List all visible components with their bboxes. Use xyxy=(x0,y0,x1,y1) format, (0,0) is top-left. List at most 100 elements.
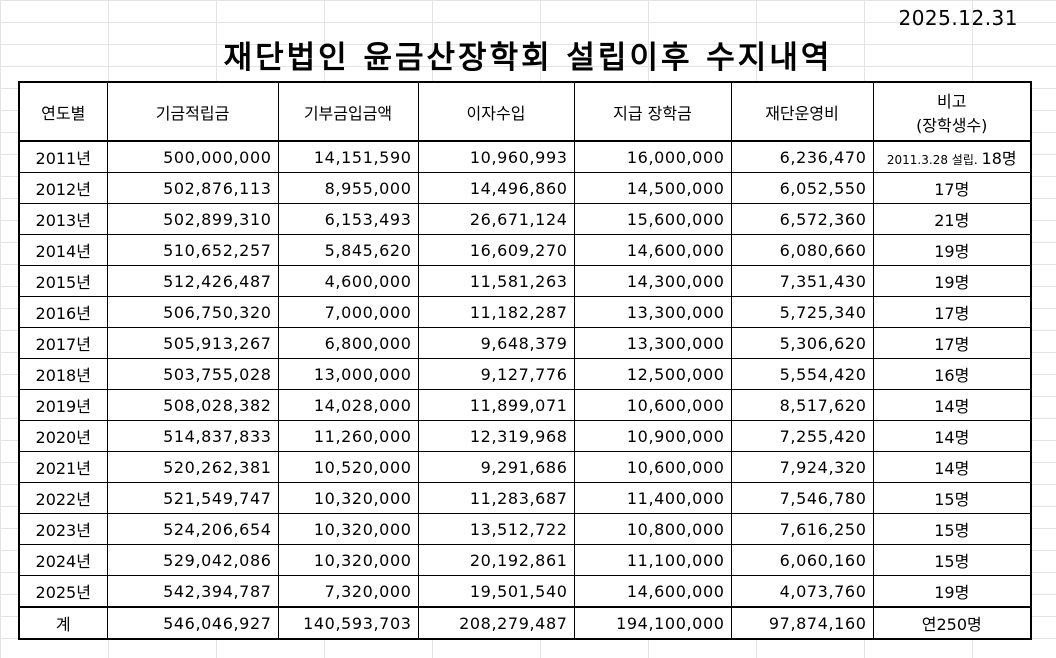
cell-note[interactable]: 14명 xyxy=(872,451,1032,483)
cell-year[interactable]: 2023년 xyxy=(18,513,108,545)
cell-scholarship[interactable]: 13,300,000 xyxy=(573,327,732,359)
cell-fund[interactable]: 520,262,381 xyxy=(106,451,279,483)
cell-donation[interactable]: 10,320,000 xyxy=(277,482,419,514)
cell-scholarship[interactable]: 10,800,000 xyxy=(573,513,732,545)
cell-fund[interactable]: 500,000,000 xyxy=(106,140,279,173)
cell-interest[interactable]: 9,291,686 xyxy=(417,451,575,483)
cell-note[interactable]: 15명 xyxy=(872,544,1032,576)
header-year[interactable]: 연도별 xyxy=(18,81,108,142)
cell-donation[interactable]: 10,320,000 xyxy=(277,544,419,576)
cell-interest[interactable]: 12,319,968 xyxy=(417,420,575,452)
cell-operating[interactable]: 6,052,550 xyxy=(730,172,874,204)
cell-donation[interactable]: 4,600,000 xyxy=(277,265,419,297)
total-interest[interactable]: 208,279,487 xyxy=(417,606,575,640)
header-fund[interactable]: 기금적립금 xyxy=(106,81,279,142)
cell-operating[interactable]: 6,080,660 xyxy=(730,234,874,266)
cell-fund[interactable]: 529,042,086 xyxy=(106,544,279,576)
cell-scholarship[interactable]: 11,400,000 xyxy=(573,482,732,514)
total-label[interactable]: 계 xyxy=(18,606,108,640)
cell-scholarship[interactable]: 14,600,000 xyxy=(573,234,732,266)
cell-note[interactable]: 15명 xyxy=(872,482,1032,514)
cell-operating[interactable]: 5,554,420 xyxy=(730,358,874,390)
cell-operating[interactable]: 8,517,620 xyxy=(730,389,874,421)
cell-donation[interactable]: 7,000,000 xyxy=(277,296,419,328)
cell-operating[interactable]: 5,725,340 xyxy=(730,296,874,328)
cell-fund[interactable]: 506,750,320 xyxy=(106,296,279,328)
cell-scholarship[interactable]: 10,900,000 xyxy=(573,420,732,452)
cell-scholarship[interactable]: 14,300,000 xyxy=(573,265,732,297)
cell-fund[interactable]: 512,426,487 xyxy=(106,265,279,297)
cell-fund[interactable]: 508,028,382 xyxy=(106,389,279,421)
cell-operating[interactable]: 7,546,780 xyxy=(730,482,874,514)
cell-interest[interactable]: 26,671,124 xyxy=(417,203,575,235)
cell-interest[interactable]: 9,127,776 xyxy=(417,358,575,390)
cell-interest[interactable]: 10,960,993 xyxy=(417,140,575,173)
cell-operating[interactable]: 4,073,760 xyxy=(730,575,874,608)
cell-operating[interactable]: 6,236,470 xyxy=(730,140,874,173)
cell-note[interactable]: 17명 xyxy=(872,172,1032,204)
cell-year[interactable]: 2018년 xyxy=(18,358,108,390)
cell-interest[interactable]: 19,501,540 xyxy=(417,575,575,608)
cell-scholarship[interactable]: 16,000,000 xyxy=(573,140,732,173)
cell-note[interactable]: 19명 xyxy=(872,234,1032,266)
cell-operating[interactable]: 7,616,250 xyxy=(730,513,874,545)
cell-year[interactable]: 2022년 xyxy=(18,482,108,514)
cell-year[interactable]: 2014년 xyxy=(18,234,108,266)
total-note[interactable]: 연250명 xyxy=(872,606,1032,640)
cell-note[interactable]: 14명 xyxy=(872,420,1032,452)
cell-interest[interactable]: 14,496,860 xyxy=(417,172,575,204)
cell-scholarship[interactable]: 14,600,000 xyxy=(573,575,732,608)
header-operating[interactable]: 재단운영비 xyxy=(730,81,874,142)
cell-donation[interactable]: 14,028,000 xyxy=(277,389,419,421)
cell-scholarship[interactable]: 15,600,000 xyxy=(573,203,732,235)
cell-note[interactable]: 16명 xyxy=(872,358,1032,390)
total-scholarship[interactable]: 194,100,000 xyxy=(573,606,732,640)
cell-note[interactable]: 17명 xyxy=(872,327,1032,359)
cell-donation[interactable]: 6,153,493 xyxy=(277,203,419,235)
cell-operating[interactable]: 6,572,360 xyxy=(730,203,874,235)
cell-year[interactable]: 2024년 xyxy=(18,544,108,576)
cell-interest[interactable]: 16,609,270 xyxy=(417,234,575,266)
cell-note[interactable]: 14명 xyxy=(872,389,1032,421)
cell-fund[interactable]: 503,755,028 xyxy=(106,358,279,390)
cell-operating[interactable]: 7,351,430 xyxy=(730,265,874,297)
cell-note[interactable]: 17명 xyxy=(872,296,1032,328)
cell-fund[interactable]: 521,549,747 xyxy=(106,482,279,514)
cell-fund[interactable]: 524,206,654 xyxy=(106,513,279,545)
cell-donation[interactable]: 5,845,620 xyxy=(277,234,419,266)
cell-year[interactable]: 2025년 xyxy=(18,575,108,608)
cell-year[interactable]: 2020년 xyxy=(18,420,108,452)
cell-year[interactable]: 2017년 xyxy=(18,327,108,359)
cell-scholarship[interactable]: 12,500,000 xyxy=(573,358,732,390)
cell-interest[interactable]: 20,192,861 xyxy=(417,544,575,576)
cell-interest[interactable]: 11,581,263 xyxy=(417,265,575,297)
cell-interest[interactable]: 11,283,687 xyxy=(417,482,575,514)
cell-operating[interactable]: 6,060,160 xyxy=(730,544,874,576)
cell-interest[interactable]: 11,899,071 xyxy=(417,389,575,421)
cell-year[interactable]: 2021년 xyxy=(18,451,108,483)
cell-year[interactable]: 2013년 xyxy=(18,203,108,235)
cell-year[interactable]: 2011년 xyxy=(18,140,108,173)
total-fund[interactable]: 546,046,927 xyxy=(106,606,279,640)
header-scholarship[interactable]: 지급 장학금 xyxy=(573,81,732,142)
cell-note[interactable]: 21명 xyxy=(872,203,1032,235)
cell-donation[interactable]: 13,000,000 xyxy=(277,358,419,390)
cell-fund[interactable]: 505,913,267 xyxy=(106,327,279,359)
header-interest[interactable]: 이자수입 xyxy=(417,81,575,142)
total-donation[interactable]: 140,593,703 xyxy=(277,606,419,640)
cell-fund[interactable]: 502,899,310 xyxy=(106,203,279,235)
cell-donation[interactable]: 6,800,000 xyxy=(277,327,419,359)
cell-year[interactable]: 2016년 xyxy=(18,296,108,328)
cell-interest[interactable]: 9,648,379 xyxy=(417,327,575,359)
cell-scholarship[interactable]: 11,100,000 xyxy=(573,544,732,576)
cell-note[interactable]: 19명 xyxy=(872,265,1032,297)
cell-fund[interactable]: 510,652,257 xyxy=(106,234,279,266)
cell-interest[interactable]: 13,512,722 xyxy=(417,513,575,545)
cell-year[interactable]: 2019년 xyxy=(18,389,108,421)
cell-scholarship[interactable]: 10,600,000 xyxy=(573,451,732,483)
cell-note[interactable]: 19명 xyxy=(872,575,1032,608)
cell-year[interactable]: 2015년 xyxy=(18,265,108,297)
cell-operating[interactable]: 7,255,420 xyxy=(730,420,874,452)
cell-scholarship[interactable]: 13,300,000 xyxy=(573,296,732,328)
cell-fund[interactable]: 502,876,113 xyxy=(106,172,279,204)
